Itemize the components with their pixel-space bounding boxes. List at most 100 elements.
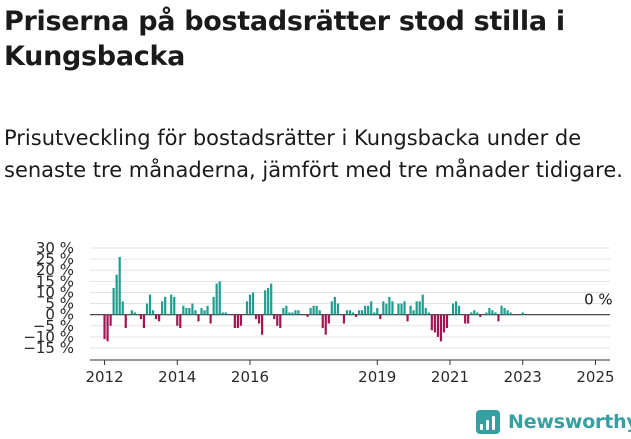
bar [324, 314, 327, 335]
bar [424, 308, 427, 315]
y-tick-label: 5 % [45, 295, 74, 313]
bar [191, 303, 194, 315]
bar [257, 314, 261, 324]
bar [494, 312, 497, 315]
bar [297, 310, 300, 315]
bar [445, 314, 449, 328]
bar [221, 312, 224, 315]
bar [118, 256, 121, 315]
y-axis-labels: 30 %25 %20 %15 %10 %5 %0 %−5 %−10 %−15 % [23, 239, 74, 357]
bar [467, 314, 470, 324]
bar [264, 290, 267, 315]
bar [182, 305, 185, 315]
bar [188, 308, 191, 315]
bar [170, 294, 173, 315]
bar [421, 294, 424, 315]
bar [215, 283, 218, 315]
bar [173, 296, 176, 315]
x-tick-label: 2019 [358, 368, 396, 386]
bar [294, 310, 297, 315]
bar [406, 314, 409, 322]
bar [282, 308, 285, 315]
brand-name: Newsworthy [508, 411, 631, 433]
bar [318, 310, 321, 315]
bar [121, 301, 124, 315]
bar [176, 314, 179, 326]
y-tick-label: 30 % [36, 239, 74, 257]
bar [261, 314, 264, 335]
chart-gridlines [90, 247, 610, 349]
bar [476, 312, 479, 315]
bar [388, 296, 391, 315]
bar [254, 314, 258, 320]
bar-chart-logo-icon [476, 410, 500, 434]
y-tick-label: 15 % [36, 272, 74, 290]
bar [212, 296, 215, 315]
bar [457, 305, 461, 315]
bar [133, 312, 136, 315]
bar [109, 314, 112, 326]
bar [342, 314, 346, 324]
bar [179, 314, 182, 328]
bar [103, 314, 106, 340]
bar [288, 312, 291, 315]
bar [521, 312, 524, 315]
bar [500, 305, 503, 315]
bar [430, 314, 433, 331]
bar [330, 301, 333, 315]
bar [206, 305, 209, 315]
bar [364, 305, 367, 315]
bar [203, 310, 206, 315]
x-tick-label: 2021 [431, 368, 469, 386]
bar [354, 314, 358, 317]
bar [464, 314, 467, 324]
y-tick-label: −5 % [33, 317, 74, 335]
bar [351, 312, 355, 315]
bar [357, 310, 361, 315]
bar [142, 314, 146, 328]
bar [139, 314, 143, 320]
bar [418, 301, 421, 315]
x-axis: 2012 2014 2016 2019 2021 2023 2025 [85, 359, 615, 386]
bar [276, 314, 279, 326]
bar [267, 288, 270, 315]
bar [403, 301, 406, 315]
bar [470, 312, 473, 315]
bar [236, 314, 239, 328]
bar [161, 301, 164, 315]
bar [376, 308, 379, 315]
bar [185, 308, 188, 315]
bar [306, 314, 309, 317]
x-tick-label: 2016 [231, 368, 269, 386]
bar [327, 314, 330, 324]
bar [479, 314, 482, 317]
page-subtitle: Prisutveckling för bostadsrätter i Kungs… [4, 126, 623, 182]
bar [130, 310, 133, 315]
bar [245, 301, 249, 315]
bar [400, 303, 403, 315]
bar [436, 314, 439, 337]
bar [106, 314, 109, 342]
bar [509, 312, 512, 315]
bar [473, 310, 476, 315]
bar [433, 314, 436, 333]
chart-bars [103, 256, 524, 342]
bar [361, 310, 364, 315]
bar [157, 314, 161, 322]
bar [115, 274, 118, 315]
bar [385, 303, 388, 315]
bar [506, 310, 509, 315]
bar [370, 301, 373, 315]
bar [124, 314, 127, 328]
bar [451, 303, 455, 315]
y-tick-label: −15 % [23, 339, 74, 357]
bar [309, 308, 312, 315]
bar [112, 288, 115, 315]
x-tick-label: 2012 [85, 368, 123, 386]
x-tick-label: 2025 [576, 368, 614, 386]
bar [248, 294, 252, 315]
bar [315, 305, 318, 315]
bar [200, 308, 203, 315]
bar [321, 314, 324, 328]
bar [336, 303, 339, 315]
